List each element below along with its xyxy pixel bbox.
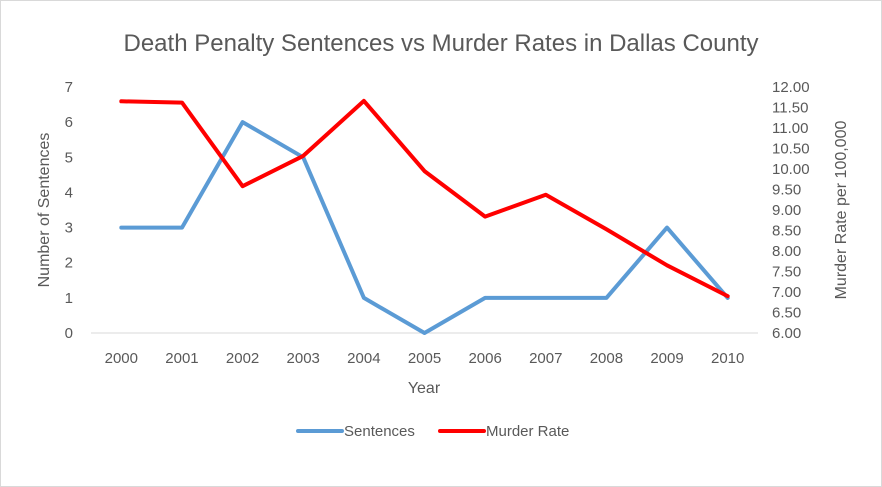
- x-tick-label: 2002: [226, 350, 259, 367]
- x-tick-label: 2010: [711, 350, 744, 367]
- y2-tick-label: 6.50: [772, 305, 801, 322]
- x-tick-label: 2004: [347, 350, 380, 367]
- x-tick-label: 2005: [408, 350, 441, 367]
- y-tick-label: 6: [65, 114, 73, 131]
- y-tick-label: 1: [65, 290, 73, 307]
- y2-tick-label: 10.50: [772, 141, 810, 158]
- y2-tick-label: 9.00: [772, 202, 801, 219]
- x-axis-title: Year: [408, 380, 441, 397]
- y2-tick-label: 10.00: [772, 161, 810, 178]
- y2-tick-label: 11.00: [772, 120, 808, 137]
- series-line-sentences: [119, 120, 730, 335]
- x-tick-label: 2001: [165, 350, 198, 367]
- y2-tick-label: 9.50: [772, 182, 801, 199]
- series-line-murder-rate: [119, 98, 730, 299]
- y2-tick-label: 8.00: [772, 243, 801, 260]
- y2-tick-label: 8.50: [772, 223, 801, 240]
- x-tick-label: 2007: [529, 350, 562, 367]
- y-tick-label: 2: [65, 255, 73, 272]
- y2-tick-label: 6.00: [772, 325, 801, 342]
- y-tick-label: 5: [65, 149, 73, 166]
- plot-area: 2000 2001 2002 2003 2004 2005 2006 2007 2008 2009…: [65, 79, 810, 367]
- x-tick-label: 2003: [287, 350, 320, 367]
- y-axis-title: Number of Sentences: [36, 133, 53, 288]
- y-tick-label: 0: [65, 325, 73, 342]
- y-tick-label: 3: [65, 220, 73, 237]
- y2-axis-title: Murder Rate per 100,000: [833, 121, 850, 300]
- y2-tick-label: 11.50: [772, 100, 808, 117]
- y-tick-label: 4: [65, 184, 73, 201]
- legend-label-murder-rate: Murder Rate: [486, 423, 569, 440]
- legend: Sentences Murder Rate: [296, 423, 569, 440]
- y-tick-label: 7: [65, 79, 73, 96]
- y2-tick-label: 7.50: [772, 264, 801, 281]
- x-tick-label: 2006: [468, 350, 501, 367]
- y2-tick-label: 7.00: [772, 284, 801, 301]
- legend-label-sentences: Sentences: [344, 423, 415, 440]
- chart-title: Death Penalty Sentences vs Murder Rates …: [124, 30, 759, 57]
- x-tick-label: 2009: [650, 350, 683, 367]
- y2-tick-label: 12.00: [772, 79, 810, 96]
- x-tick-label: 2000: [105, 350, 138, 367]
- x-tick-label: 2008: [590, 350, 623, 367]
